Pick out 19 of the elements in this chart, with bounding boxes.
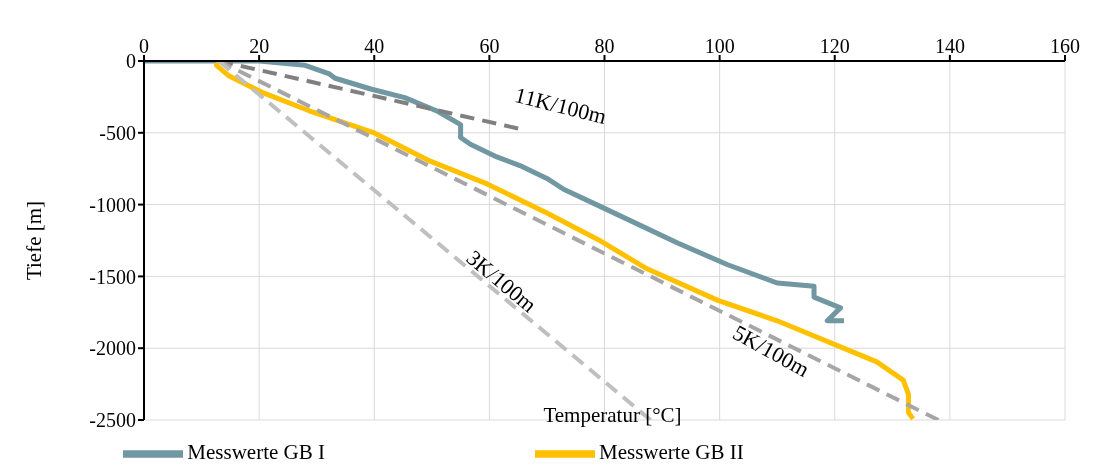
x-tick-label: 140 bbox=[934, 35, 965, 57]
y-tick-label: -1000 bbox=[89, 193, 136, 216]
x-tick-label: 160 bbox=[1050, 35, 1080, 57]
x-axis-title: Temperatur [°C] bbox=[542, 403, 683, 428]
x-tick-label: 60 bbox=[479, 35, 500, 57]
y-tick-label: -2500 bbox=[89, 409, 136, 432]
legend-label: Messwerte GB II bbox=[599, 439, 744, 464]
x-tick-label: 80 bbox=[594, 35, 615, 57]
x-tick-label: 20 bbox=[249, 35, 270, 57]
y-tick-label: -500 bbox=[99, 121, 136, 144]
x-tick-label: 100 bbox=[704, 35, 735, 57]
y-tick-label: -1500 bbox=[89, 265, 136, 288]
annotation: 11K/100m bbox=[512, 82, 609, 130]
y-tick-label: -2000 bbox=[89, 337, 136, 360]
y-axis-title: Tiefe [m] bbox=[22, 200, 47, 281]
y-tick-label: 0 bbox=[126, 50, 136, 73]
legend-label: Messwerte GB I bbox=[187, 439, 325, 464]
x-tick-label: 40 bbox=[364, 35, 385, 57]
x-tick-label: 120 bbox=[819, 35, 850, 57]
